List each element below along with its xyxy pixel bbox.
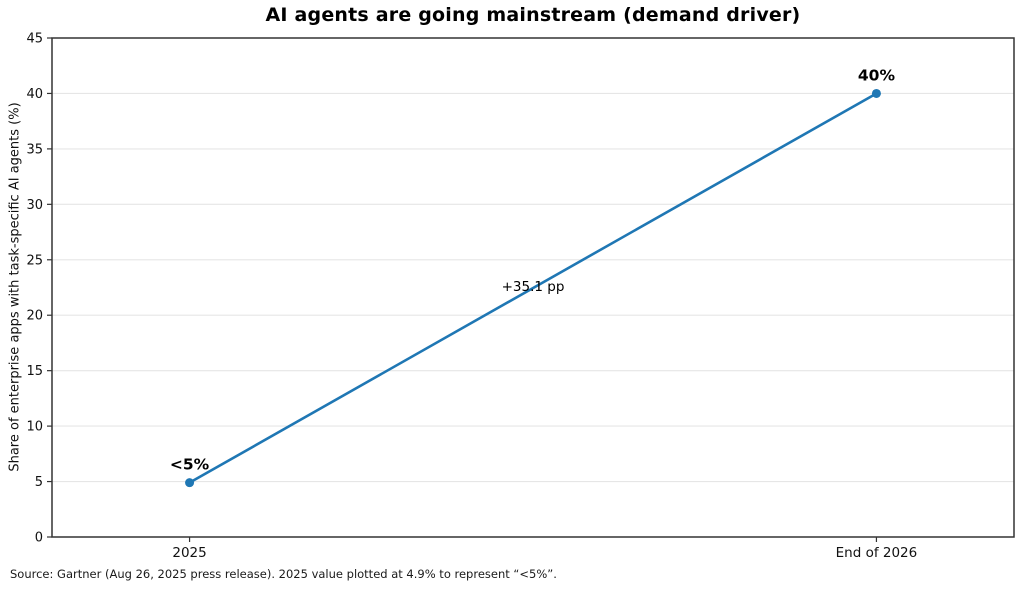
y-tick-label: 15 [26, 364, 43, 379]
y-tick-label: 0 [35, 531, 43, 546]
y-tick-label: 25 [26, 253, 43, 268]
data-point [871, 88, 881, 98]
y-tick-label: 40 [26, 87, 43, 102]
data-point [185, 478, 195, 488]
y-tick-label: 45 [26, 32, 43, 47]
y-tick-label: 30 [26, 198, 43, 213]
x-tick-label: 2025 [172, 545, 206, 561]
series-line [188, 92, 878, 484]
point-label: <5% [170, 456, 210, 474]
y-tick-label: 5 [35, 475, 43, 490]
plot-border [51, 37, 1015, 538]
source-footnote: Source: Gartner (Aug 26, 2025 press rele… [10, 567, 557, 581]
point-label: 40% [858, 66, 896, 84]
y-tick-label: 35 [26, 142, 43, 157]
y-tick-label: 10 [26, 420, 43, 435]
chart-title: AI agents are going mainstream (demand d… [265, 4, 801, 26]
x-tick-label: End of 2026 [836, 545, 918, 561]
y-tick-label: 20 [26, 309, 43, 324]
delta-annotation: +35.1 pp [502, 279, 565, 295]
